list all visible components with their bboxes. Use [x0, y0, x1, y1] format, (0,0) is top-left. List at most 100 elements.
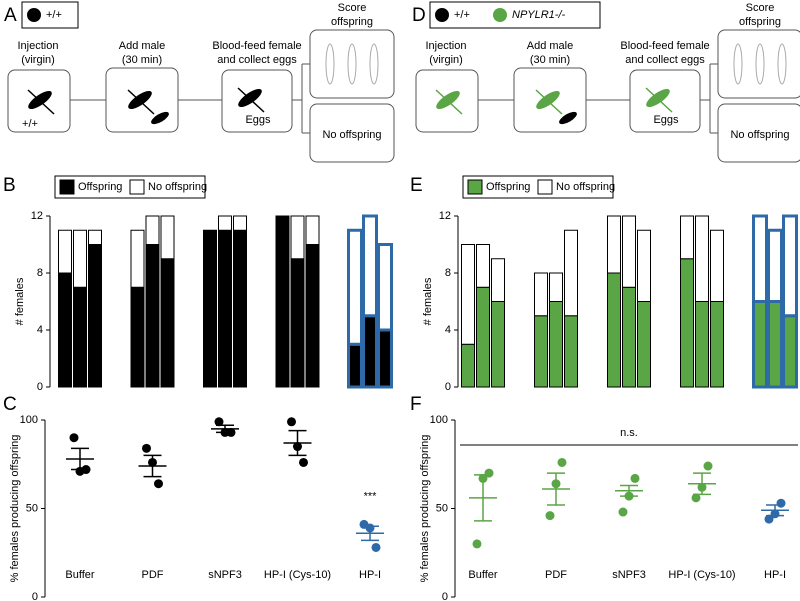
- bar-segment: [622, 286, 636, 388]
- legend-text: No offspring: [148, 181, 207, 193]
- legend-box: [21, 1, 79, 29]
- legend-text: +/+: [46, 9, 62, 21]
- bar-segment: [233, 229, 247, 388]
- step-label: (30 min): [122, 54, 162, 66]
- bar-segment: [564, 229, 578, 317]
- larva: [733, 43, 743, 85]
- y-tick-label: 100: [20, 414, 38, 426]
- significance: ***: [364, 490, 378, 502]
- legend-text: Offspring: [78, 181, 122, 193]
- x-tick-label: HP-I (Cys-10): [264, 569, 331, 581]
- legend-box: [462, 175, 614, 199]
- x-tick-label: PDF: [142, 569, 164, 581]
- data-point: [630, 473, 640, 483]
- bar-segment: [782, 314, 798, 389]
- bar-segment: [290, 215, 305, 260]
- bar-segment: [58, 229, 72, 274]
- bar-segment: [549, 272, 563, 302]
- bar-segment: [145, 244, 160, 388]
- male-mosquito: [151, 111, 169, 125]
- error-bar: [143, 454, 162, 478]
- bar-segment: [564, 315, 578, 388]
- bar-segment: [362, 214, 378, 318]
- y-tick-label: 0: [445, 381, 451, 393]
- step-label: (virgin): [21, 54, 55, 66]
- bar-segment: [347, 228, 363, 346]
- legend-text: Offspring: [486, 181, 530, 193]
- mosquito: [238, 88, 262, 108]
- y-tick-label: 100: [430, 414, 448, 426]
- x-tick-label: sNPF3: [208, 569, 242, 581]
- legend-dot: [435, 8, 449, 22]
- step-label: Injection: [18, 40, 59, 52]
- step-label: Add male: [527, 40, 573, 52]
- data-point: [776, 498, 786, 508]
- bar-segment: [461, 244, 475, 345]
- step-box: [717, 29, 800, 99]
- legend-swatch: [59, 179, 75, 195]
- x-tick-label: HP-I: [764, 569, 786, 581]
- bar-segment: [88, 229, 102, 245]
- bar-segment: [88, 244, 102, 388]
- step-label: offspring: [331, 16, 373, 28]
- y-tick-label: 12: [31, 210, 43, 222]
- step-box: [221, 69, 293, 133]
- bar-segment: [710, 301, 724, 388]
- data-point: [618, 507, 628, 517]
- bar-segment: [73, 229, 87, 288]
- bar-segment: [203, 229, 217, 388]
- error-bar: [288, 429, 307, 457]
- step-label: and collect eggs: [625, 54, 705, 66]
- bar-segment: [362, 314, 378, 389]
- error-bar: [693, 472, 711, 496]
- bar-segment: [58, 272, 72, 388]
- x-tick-label: HP-I (Cys-10): [668, 569, 735, 581]
- data-point: [557, 457, 567, 467]
- bar-segment: [145, 215, 160, 245]
- larva: [369, 43, 379, 85]
- mosquito: [28, 90, 52, 110]
- bar-segment: [130, 229, 145, 288]
- error-bar: [474, 474, 492, 522]
- mosquito-leg: [237, 87, 265, 113]
- bar-segment: [73, 286, 87, 388]
- step-label: Score: [338, 2, 367, 14]
- eggs-label: Eggs: [653, 114, 679, 126]
- data-point: [154, 479, 163, 489]
- step-label: Blood-feed female: [212, 40, 301, 52]
- bar-segment: [695, 301, 709, 388]
- data-point: [703, 461, 713, 471]
- step-label: Injection: [426, 40, 467, 52]
- step-box: [629, 69, 701, 133]
- bar-segment: [549, 301, 563, 388]
- bar-segment: [534, 315, 548, 388]
- error-bar: [216, 424, 234, 434]
- data-point: [545, 511, 555, 521]
- bar-segment: [476, 244, 490, 288]
- bar-segment: [491, 258, 505, 302]
- larva: [325, 43, 335, 85]
- y-axis-label: # females: [422, 277, 434, 325]
- legend-dot: [27, 8, 41, 22]
- bar-segment: [305, 215, 320, 245]
- no-offspring-label: No offspring: [730, 129, 789, 141]
- data-point: [69, 433, 79, 443]
- bar-segment: [752, 300, 768, 389]
- mosquito: [646, 88, 670, 108]
- x-tick-label: Buffer: [468, 569, 497, 581]
- legend-box: [54, 175, 206, 199]
- mosquito-leg: [127, 89, 155, 115]
- error-bar: [620, 484, 638, 497]
- error-bar: [766, 504, 784, 517]
- y-tick-label: 0: [32, 591, 38, 601]
- mosquito: [128, 90, 152, 110]
- data-point: [472, 539, 482, 549]
- bar-segment: [275, 215, 290, 388]
- y-tick-label: 4: [445, 324, 451, 336]
- y-tick-label: 50: [26, 502, 38, 514]
- bar-segment: [767, 300, 783, 389]
- x-tick-label: Buffer: [65, 569, 94, 581]
- legend-box: [429, 1, 601, 29]
- larva: [755, 43, 765, 85]
